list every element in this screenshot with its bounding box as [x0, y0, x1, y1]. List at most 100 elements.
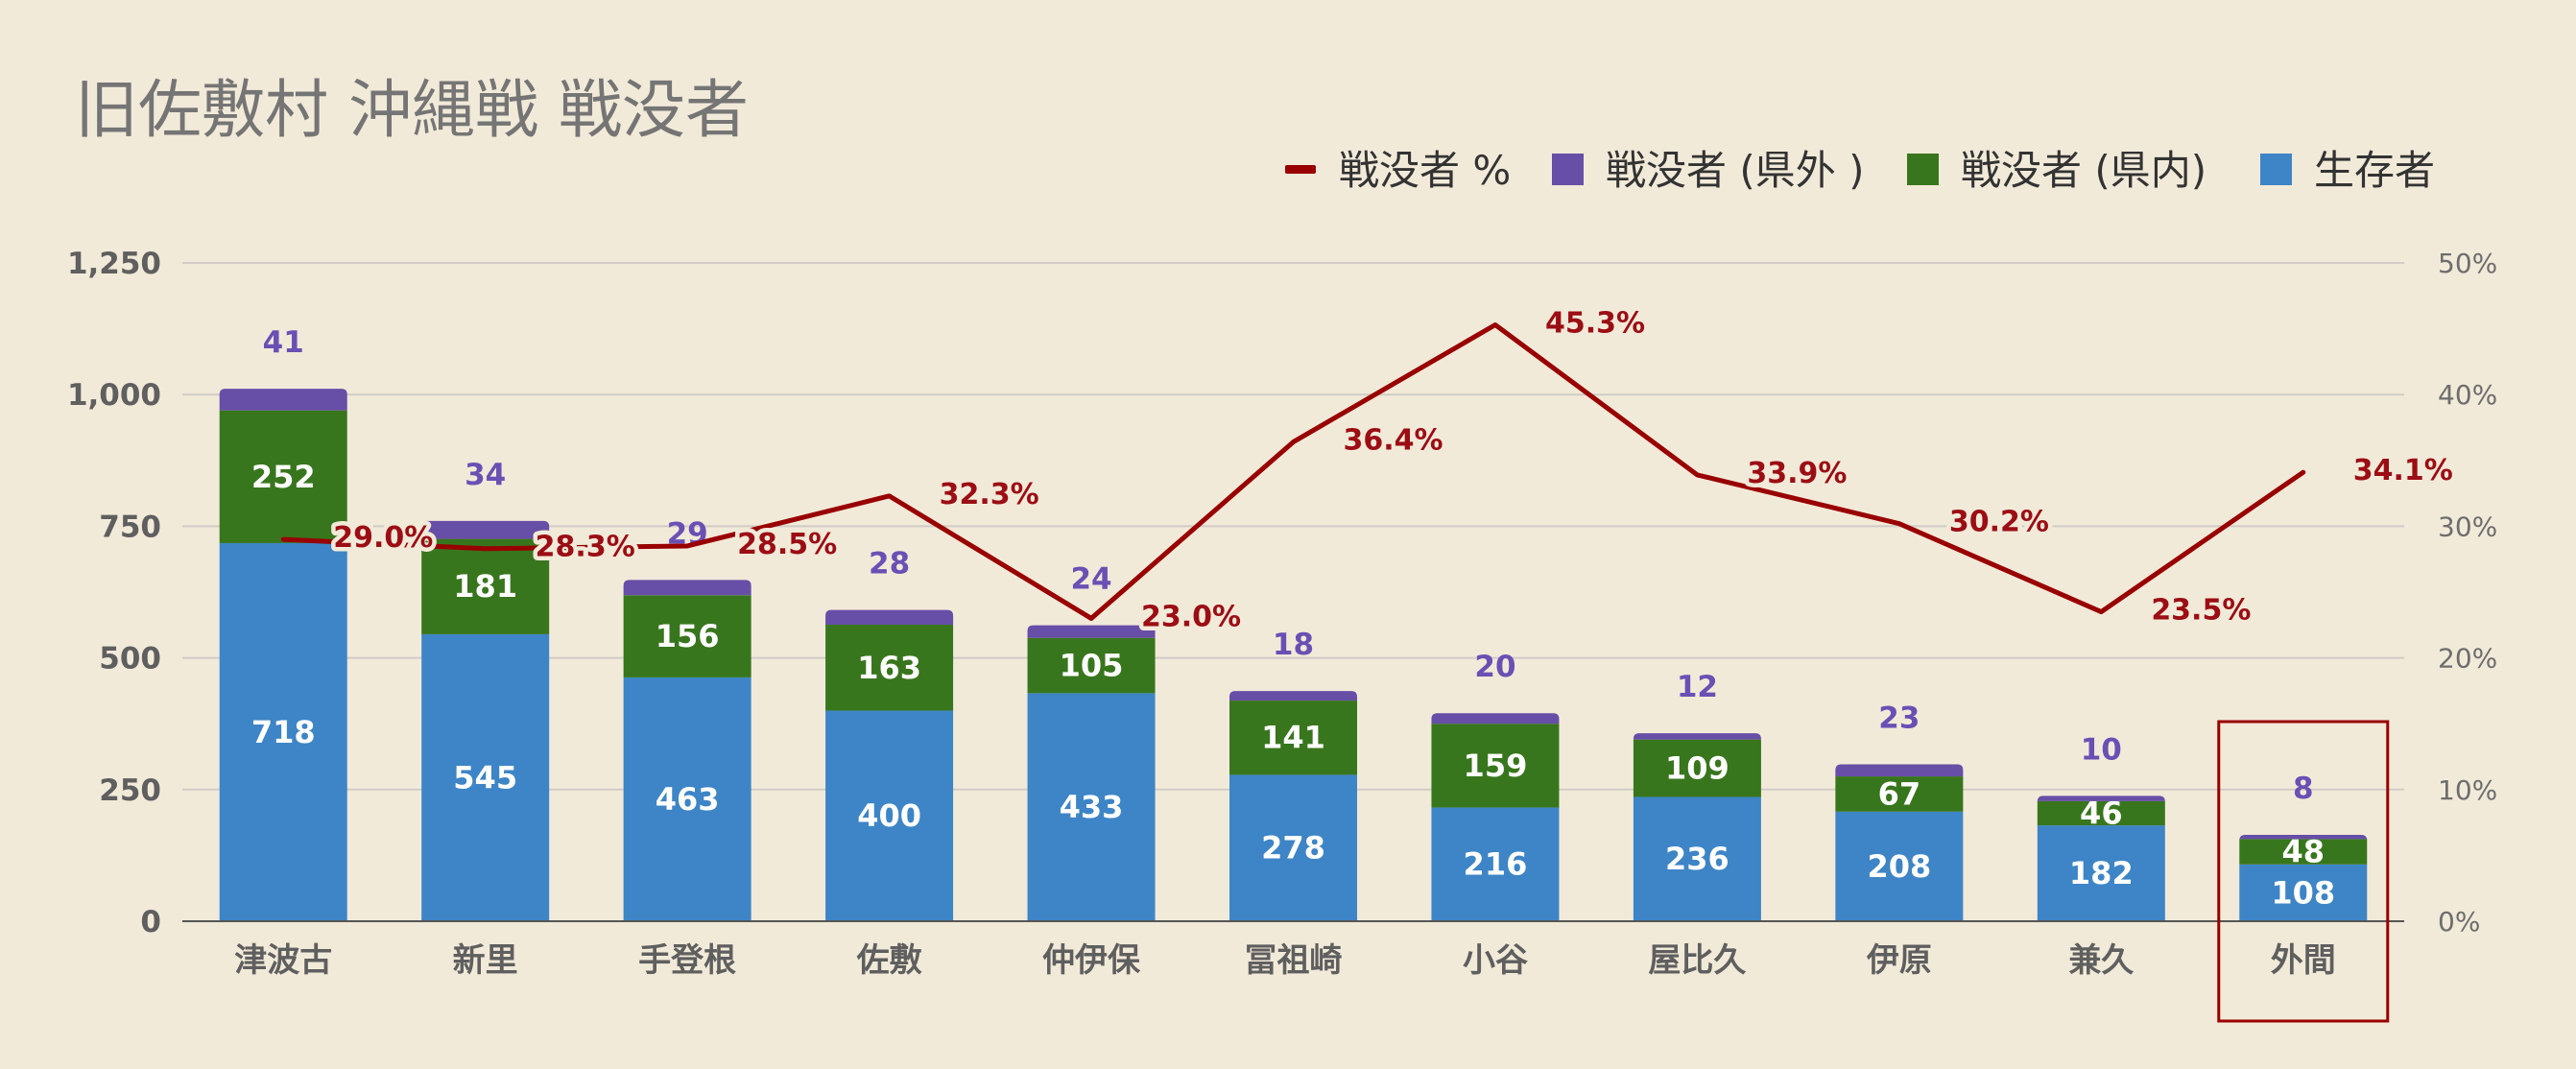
bar-value-label: 181 [453, 568, 517, 605]
category-label: 津波古 [234, 941, 332, 980]
bar-segment [219, 410, 347, 543]
bar-value-label: 236 [1665, 841, 1729, 877]
legend-label: 戦没者 (県外 ) [1606, 147, 1864, 194]
legend-label: 戦没者 % [1339, 147, 1511, 194]
bar-value-label: 109 [1665, 750, 1729, 787]
bar-value-label: 208 [1867, 848, 1931, 885]
bar-segment [1633, 739, 1761, 797]
bar-value-label: 182 [2069, 855, 2134, 891]
bar-value-label: 10 [2081, 732, 2122, 767]
bar-value-label: 163 [857, 650, 921, 686]
bar-segment [1431, 713, 1560, 725]
y-left-tick-label: 750 [99, 510, 161, 544]
bar-value-label: 156 [656, 618, 720, 654]
percentage-data-label: 36.4% [1344, 424, 1443, 458]
bar-value-label: 252 [251, 459, 316, 495]
percentage-data-label: 28.3% [536, 531, 635, 564]
percentage-data-label: 30.2% [1949, 506, 2049, 539]
bar-segment [1027, 625, 1156, 638]
bar-segment [1027, 637, 1156, 694]
bar-value-label: 433 [1060, 789, 1124, 825]
bars: 7182524154518134463156294001632843310524… [182, 325, 2404, 922]
bar-value-label: 141 [1261, 720, 1325, 756]
bar-segment [2037, 800, 2165, 826]
bar-segment [623, 595, 751, 677]
percentage-data-label: 45.3% [1545, 306, 1645, 340]
category-label: 新里 [453, 941, 518, 980]
bar-segment [219, 542, 347, 921]
legend-label: 生存者 [2314, 147, 2435, 194]
bar-segment [825, 609, 954, 626]
bar-value-label: 8 [2293, 772, 2314, 806]
bar-segment [1027, 693, 1156, 921]
bar-segment [1835, 776, 1964, 812]
y-left-tick-label: 500 [99, 642, 161, 677]
highlight-layer [2217, 720, 2390, 1023]
legend-swatch-line [1285, 165, 1316, 174]
y-left-tick-label: 0 [140, 905, 161, 939]
category-label: 外間 [2271, 941, 2336, 980]
y-left-tick-label: 1,000 [67, 378, 161, 413]
bar-value-label: 67 [1878, 775, 1921, 812]
bar-segment [1633, 733, 1761, 740]
left-axis-ticks: 0 250 500 750 1,000 1,250 [67, 247, 161, 939]
percentage-data-label: 28.5% [737, 528, 837, 561]
bar-value-label: 278 [1261, 830, 1325, 867]
percentage-data-label: 34.1% [2353, 454, 2453, 487]
y-left-tick-label: 250 [99, 773, 161, 808]
percentage-data-label: 33.9% [1747, 457, 1847, 490]
legend-swatch [2260, 154, 2292, 185]
percentage-data-label: 29.0% [333, 521, 433, 555]
percentage-data-label: 23.5% [2151, 594, 2251, 628]
percentage-line: 29.0% 28.3% 28.5% 32.3% 23.0% 36.4% 45.3% 33.9%… [280, 302, 2457, 638]
bar-value-label: 545 [453, 759, 517, 796]
bar-segment [1229, 774, 1357, 921]
y-right-tick-label: 10% [2438, 774, 2497, 806]
bar-segment [2239, 834, 2368, 841]
category-label: 屋比久 [1648, 941, 1746, 980]
bar-value-label: 24 [1070, 562, 1111, 597]
bar-value-label: 23 [1878, 701, 1920, 735]
y-right-tick-label: 40% [2438, 379, 2497, 411]
category-label: 手登根 [638, 941, 736, 980]
bar-segment [421, 520, 550, 539]
bar-segment [2239, 839, 2368, 865]
bar-value-label: 20 [1474, 650, 1515, 684]
percentage-data-label: 23.0% [1141, 600, 1241, 633]
bar-segment [2037, 796, 2165, 802]
category-label: 伊原 [1866, 941, 1932, 980]
bar-value-label: 28 [869, 547, 910, 582]
category-label: 冨祖崎 [1245, 941, 1343, 980]
category-label: 佐敷 [856, 941, 922, 980]
bar-segment [1835, 764, 1964, 777]
y-right-tick-label: 50% [2438, 248, 2497, 279]
percentage-line-path [280, 321, 2306, 621]
percentage-data-label: 32.3% [940, 478, 1039, 511]
bar-segment [421, 633, 550, 921]
legend-swatch [1907, 154, 1939, 185]
bar-segment [1229, 691, 1357, 701]
bar-value-label: 159 [1464, 748, 1528, 784]
bar-segment [1835, 811, 1964, 921]
bar-value-label: 108 [2271, 874, 2335, 911]
bar-segment [1431, 807, 1560, 921]
bar-segment [623, 677, 751, 921]
bar-segment [1431, 724, 1560, 808]
bar-segment [1229, 701, 1357, 775]
highlight-box [2217, 720, 2390, 1023]
right-axis-ticks: 0% 10% 20% 30% 40% 50% [2438, 248, 2497, 938]
bar-value-label: 105 [1060, 648, 1124, 684]
y-left-tick-label: 1,250 [67, 247, 161, 281]
category-label: 兼久 [2068, 941, 2134, 980]
bar-value-label: 41 [263, 325, 304, 360]
y-right-tick-label: 30% [2438, 511, 2497, 542]
bar-value-label: 48 [2282, 834, 2326, 870]
bar-value-label: 463 [656, 781, 720, 818]
bar-segment [421, 538, 550, 634]
bar-segment [2239, 864, 2368, 921]
y-right-tick-label: 0% [2438, 906, 2480, 938]
bar-segment [2037, 825, 2165, 921]
grid-lines [182, 262, 2404, 791]
bar-value-label: 400 [857, 797, 921, 834]
